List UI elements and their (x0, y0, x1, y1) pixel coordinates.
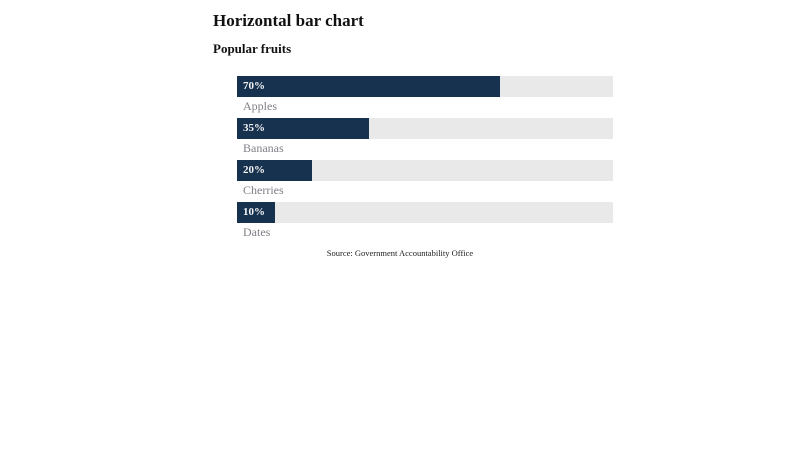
bar-row: 35% Bananas (237, 117, 613, 155)
bar-track: 70% (237, 75, 613, 97)
bar-category-label: Bananas (243, 140, 284, 155)
bar-value-label: 10% (243, 206, 265, 219)
bar-row: 70% Apples (237, 75, 613, 113)
bar-fill: 10% (237, 201, 275, 223)
bar-category-label: Cherries (243, 182, 284, 197)
bar-category-label: Dates (243, 224, 271, 239)
bar-value-label: 70% (243, 80, 265, 93)
bar-track: 20% (237, 159, 613, 181)
bar-fill: 70% (237, 75, 501, 97)
bar-fill: 35% (237, 117, 369, 139)
bar-track: 35% (237, 117, 613, 139)
bar-row: 10% Dates (237, 201, 613, 239)
bar-value-label: 20% (243, 164, 265, 177)
bar-fill: 20% (237, 159, 313, 181)
bar-row: 20% Cherries (237, 159, 613, 197)
chart-source-note: Source: Government Accountability Office (326, 247, 474, 258)
bar-category-label: Apples (243, 98, 277, 113)
page-title: Horizontal bar chart (213, 11, 364, 30)
chart-subtitle: Popular fruits (213, 41, 292, 57)
bar-track: 10% (237, 201, 613, 223)
bar-value-label: 35% (243, 122, 265, 135)
horizontal-bar-chart: 70% Apples 35% Bananas 20% Cherries 10% Dates (237, 75, 613, 239)
